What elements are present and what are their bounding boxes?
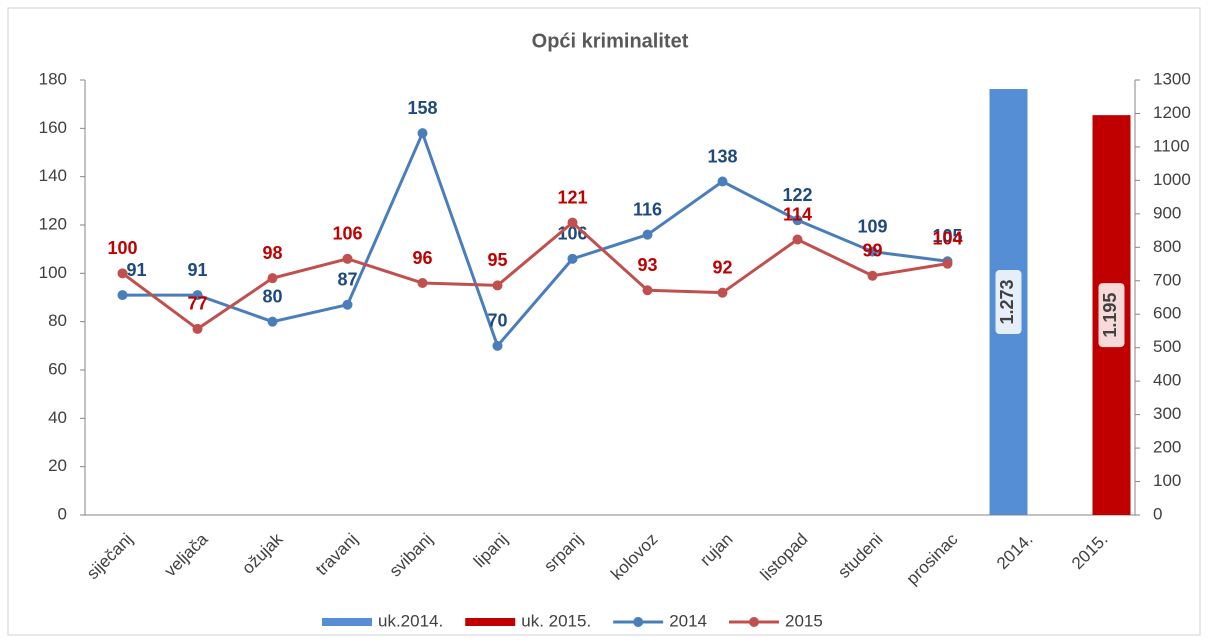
y-tick-label: 20 (48, 456, 67, 475)
y2-tick-label: 1100 (1153, 136, 1190, 155)
point (342, 253, 353, 264)
y2-tick-label: 1300 (1153, 69, 1191, 88)
point (717, 287, 728, 298)
value-label: 91 (187, 260, 207, 280)
value-label: 99 (862, 241, 882, 261)
point (942, 258, 953, 269)
point (792, 215, 803, 226)
point (492, 340, 503, 351)
point (417, 278, 428, 288)
value-label: 92 (712, 257, 732, 277)
y2-tick-label: 0 (1153, 504, 1162, 523)
legend-marker (633, 617, 644, 627)
y2-tick-label: 200 (1153, 438, 1181, 457)
value-label: 91 (126, 260, 146, 280)
value-label: 105 (932, 226, 962, 246)
value-label: 116 (633, 199, 662, 219)
y2-tick-label: 500 (1153, 337, 1181, 356)
point (867, 246, 878, 257)
bar-label-box (995, 270, 1022, 335)
bar-value-label: 1.195 (1100, 293, 1120, 338)
chart-title: Opći kriminalitet (532, 30, 689, 52)
legend-marker (749, 617, 760, 627)
line (121, 220, 948, 331)
point (567, 253, 578, 264)
y2-tick-label: 300 (1153, 404, 1181, 423)
y2-tick-label: 1200 (1153, 103, 1191, 122)
y-tick-label: 120 (39, 214, 67, 233)
point (717, 176, 728, 187)
y-tick-label: 180 (39, 69, 67, 88)
point (267, 273, 278, 284)
y-tick-label: 160 (39, 118, 67, 137)
y2-tick-label: 1000 (1153, 170, 1191, 189)
value-label: 100 (107, 238, 137, 258)
y2-tick-label: 600 (1153, 304, 1181, 323)
value-label: 109 (857, 216, 887, 236)
y2-tick-label: 700 (1153, 270, 1181, 289)
value-label: 77 (187, 294, 207, 314)
y2-tick-label: 900 (1153, 203, 1181, 222)
y2-tick-label: 100 (1153, 471, 1181, 490)
point (642, 285, 653, 296)
value-label: 106 (332, 224, 362, 244)
line (122, 129, 948, 349)
point (417, 128, 428, 139)
legend-label: uk. 2015. (521, 611, 591, 630)
point (267, 316, 278, 327)
y-tick-label: 80 (48, 311, 67, 330)
y-tick-label: 100 (39, 263, 67, 282)
value-label: 87 (337, 270, 357, 290)
legend-label: 2014 (669, 611, 707, 630)
bar-value-label: 1.273 (997, 279, 1017, 324)
value-label: 70 (487, 311, 507, 331)
value-label: 122 (782, 185, 812, 205)
y2-tick-label: 800 (1153, 237, 1181, 256)
y-tick-label: 40 (48, 408, 67, 427)
point (867, 270, 878, 281)
value-label: 98 (262, 243, 282, 263)
legend-label: uk.2014. (378, 611, 443, 630)
point (192, 323, 203, 334)
point (342, 299, 353, 310)
point (192, 290, 203, 301)
value-label: 93 (637, 255, 657, 275)
y2-tick-label: 400 (1153, 371, 1181, 390)
value-label: 96 (412, 248, 432, 268)
bar-label-box (1098, 283, 1125, 348)
legend-label: 2015 (785, 611, 823, 630)
point (117, 290, 128, 301)
point (567, 217, 578, 228)
point (642, 229, 653, 240)
value-label: 95 (487, 250, 507, 270)
y-tick-label: 140 (39, 166, 67, 185)
value-label: 80 (262, 286, 282, 306)
value-label: 138 (707, 146, 737, 166)
point (492, 280, 503, 291)
value-label: 104 (932, 228, 962, 248)
point (117, 268, 128, 279)
value-label: 121 (557, 187, 587, 207)
value-label: 158 (407, 98, 437, 118)
value-label: 114 (783, 204, 812, 224)
y-tick-label: 60 (48, 359, 67, 378)
y-tick-label: 0 (58, 504, 67, 523)
point (792, 234, 803, 245)
